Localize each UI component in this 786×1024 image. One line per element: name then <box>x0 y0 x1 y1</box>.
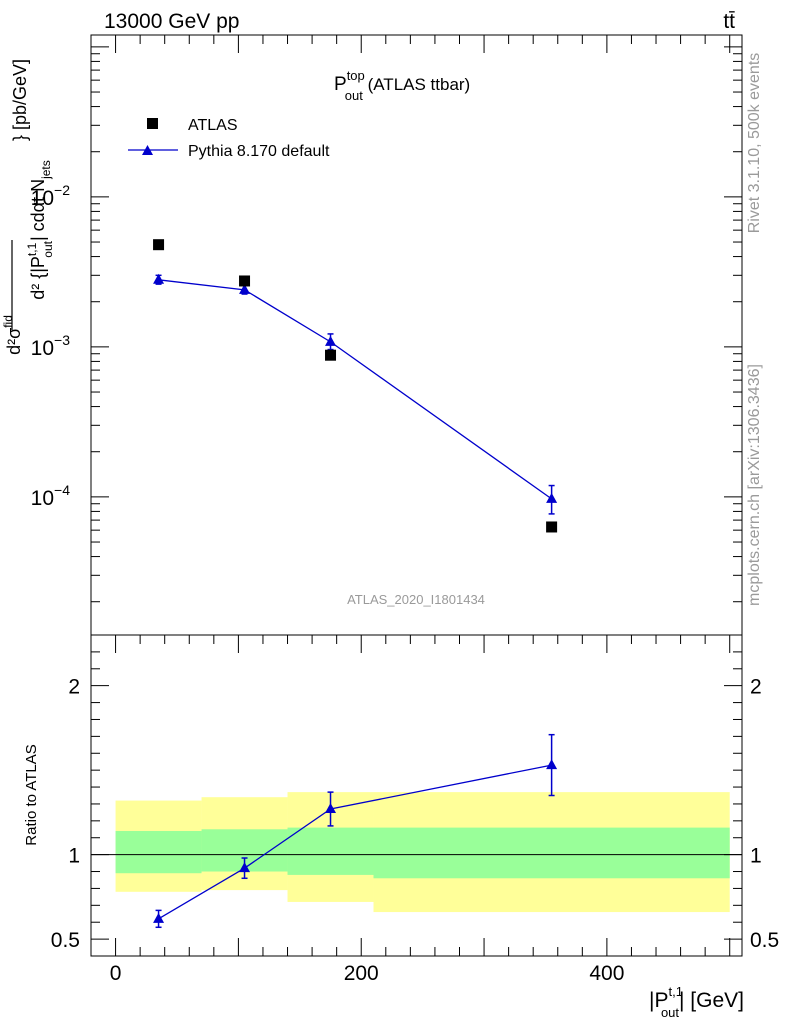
ratio-mc-point <box>239 862 251 873</box>
main-axis-ticks <box>90 35 742 603</box>
ratio-x-tick-label: 400 <box>589 962 624 985</box>
xlabel-sup: t,1 <box>668 984 682 999</box>
ylabel-num-sup: fid <box>1 315 15 328</box>
ratio-y-tick-label-left: 2 <box>68 676 80 699</box>
main-y-tick-exp: −3 <box>54 332 70 348</box>
ratio-band-inner <box>115 830 202 874</box>
ylabel-den-mid: | cdαt N <box>28 179 48 241</box>
title-suffix: (ATLAS ttbar) <box>363 75 470 94</box>
atlas-point <box>325 349 337 361</box>
legend: ATLAS Pythia 8.170 default <box>128 117 330 160</box>
mc-point <box>239 283 251 294</box>
main-y-tick-labels: 10−210−310−4 <box>31 182 71 510</box>
ratio-band-inner <box>287 827 374 875</box>
main-y-tick-exp: −2 <box>54 182 70 198</box>
main-y-tick-label: 10−2 <box>31 182 71 210</box>
main-y-tick-base: 10 <box>31 487 54 510</box>
xlabel-pre: |P <box>649 989 668 1012</box>
ratio-mc-point <box>153 912 165 923</box>
main-panel: 10−210−310−4 Ptop out (ATLAS ttbar) ATLAS… <box>1 34 743 636</box>
ratio-y-tick-label-left: 0.5 <box>51 929 80 952</box>
main-y-tick-base: 10 <box>31 187 54 210</box>
ratio-frame <box>90 634 743 957</box>
ratio-axis-ticks <box>90 634 742 956</box>
ratio-band-inner <box>373 827 730 879</box>
ylabel-num-text: d²σ <box>4 328 24 355</box>
atlas-point <box>546 521 558 533</box>
legend-mc-marker <box>142 145 153 155</box>
analysis-watermark: ATLAS_2020_I1801434 <box>347 592 485 607</box>
title-main: P <box>334 74 347 95</box>
mcplots-label: mcplots.cern.ch [arXiv:1306.3436] <box>746 364 763 606</box>
ratio-uncertainty-bands <box>115 792 730 913</box>
ylabel-den-sub2: jets <box>39 160 53 180</box>
x-axis-label: |Pt,1 out| [GeV] <box>649 984 744 1020</box>
main-y-tick-base: 10 <box>31 337 54 360</box>
ratio-y-tick-label-right: 0.5 <box>750 929 779 952</box>
ratio-data-layer <box>153 733 558 929</box>
mc-point <box>153 273 165 284</box>
title-sup: top <box>347 68 365 83</box>
mc-line <box>158 279 552 500</box>
beam-label: 13000 GeV pp <box>104 10 239 33</box>
title-sub: out <box>345 88 363 103</box>
ratio-y-tick-labels: 0.5 0.5 1 1 2 2 <box>51 676 779 952</box>
mc-point <box>546 492 558 503</box>
ratio-panel: 0.5 0.5 1 1 2 2 0 200 400 Ratio to ATLAS |Pt,1 o… <box>23 634 779 1020</box>
ratio-y-axis-label: Ratio to ATLAS <box>23 744 40 845</box>
legend-mc-label: Pythia 8.170 default <box>188 143 330 160</box>
atlas-point <box>153 239 165 251</box>
ylabel-den-sup: t,1 <box>25 242 39 256</box>
ratio-x-tick-label: 200 <box>344 962 379 985</box>
main-y-tick-label: 10−4 <box>31 482 71 510</box>
ratio-x-tick-labels: 0 200 400 <box>110 962 625 985</box>
main-y-tick-label: 10−3 <box>31 332 71 360</box>
rivet-label: Rivet 3.1.10, 500k events <box>746 53 763 234</box>
ratio-mc-point <box>546 759 558 770</box>
ylabel-den-text: d² {|P <box>28 256 48 300</box>
legend-atlas-label: ATLAS <box>188 117 238 134</box>
ratio-y-tick-label-left: 1 <box>68 845 80 868</box>
ylabel-den-sub: out <box>41 240 55 257</box>
xlabel-post: | [GeV] <box>679 989 744 1012</box>
main-y-axis-label: d²σfid d² {|Pt,1 out| cdαt Njets } [pb/Ge… <box>1 59 55 355</box>
process-label: tt̄ <box>723 10 735 33</box>
ratio-mc-line <box>158 764 552 920</box>
atlas-point <box>239 275 251 287</box>
mc-point <box>325 335 337 346</box>
xlabel-sub: out <box>661 1005 679 1020</box>
ylabel-unit: } [pb/GeV] <box>10 59 30 141</box>
legend-atlas-marker <box>147 118 158 129</box>
main-data-layer <box>153 239 558 533</box>
ratio-mc-point <box>325 803 337 814</box>
ratio-y-tick-label-right: 2 <box>750 676 762 699</box>
ratio-y-tick-label-right: 1 <box>750 845 762 868</box>
ratio-x-tick-label: 0 <box>110 962 122 985</box>
ylabel-denominator: d² {|Pt,1 out| cdαt Njets <box>25 160 55 300</box>
main-y-tick-exp: −4 <box>54 482 70 498</box>
plot-title: Ptop out (ATLAS ttbar) <box>334 68 470 103</box>
